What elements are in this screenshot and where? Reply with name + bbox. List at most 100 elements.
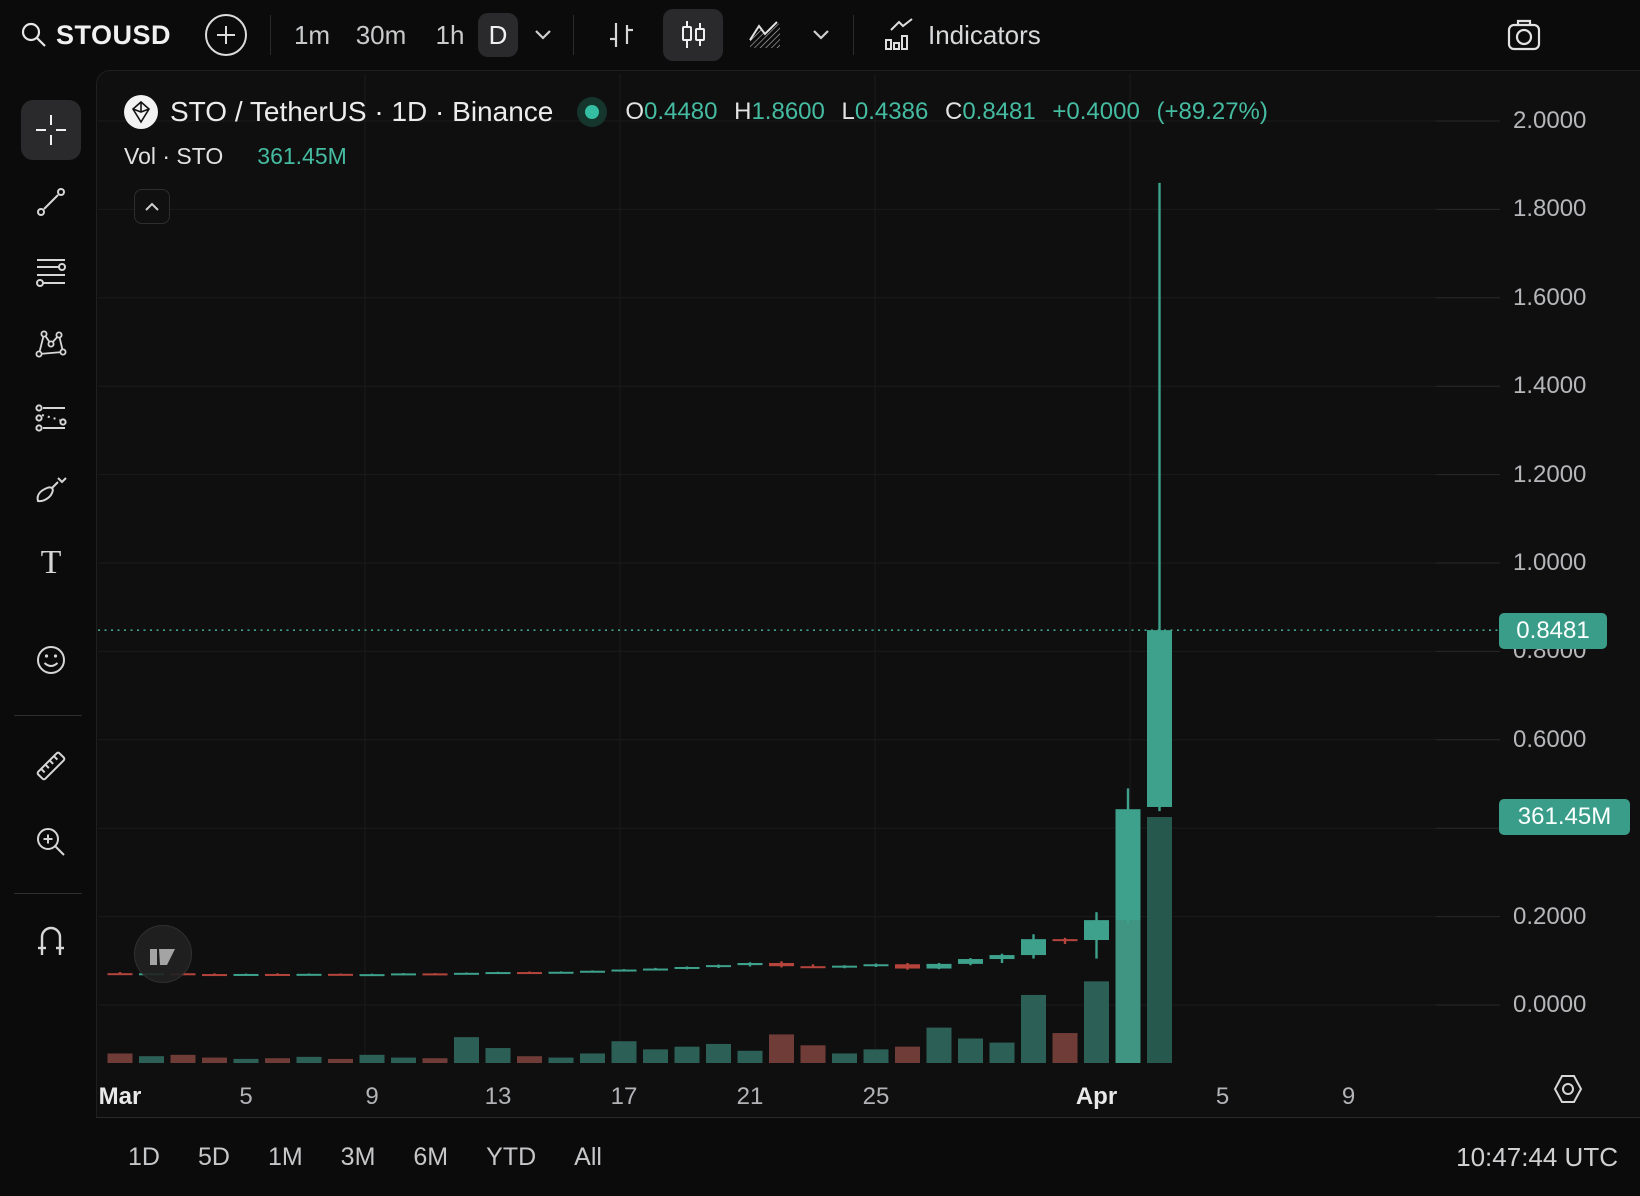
magnet-icon [38,926,64,955]
axis-settings-button[interactable] [1551,1073,1585,1110]
crosshair-icon [36,115,66,145]
chart-legend: STO / TetherUS · 1D · Binance O0.4480 H1… [124,90,1278,170]
ohlc-values: O0.4480 H1.8600 L0.4386 C0.8481 +0.4000 … [625,98,1278,126]
magnet-tool-button[interactable] [21,911,81,971]
legend-collapse-button[interactable] [134,189,170,224]
price-axis-label: 0.0000 [1513,991,1587,1018]
price-axis-label: 2.0000 [1513,107,1587,134]
price-axis-label: 0.2000 [1513,902,1587,930]
range-button-1d[interactable]: 1D [128,1143,160,1171]
timeframe-label: 1m [293,19,331,50]
chart-type-area-button[interactable] [742,0,788,70]
zoom-in-tool-button[interactable] [21,812,81,872]
indicators-button[interactable] [876,0,920,70]
time-axis-label[interactable]: 5 [1215,1083,1230,1110]
measure-tool-button[interactable] [21,736,81,796]
time-axis-label[interactable]: Apr [1075,1083,1118,1110]
hex-nut-icon [1553,1075,1583,1103]
time-axis-label[interactable]: 13 [484,1083,512,1110]
symbol-name[interactable]: STOUSD [56,0,171,70]
tradingview-watermark[interactable] [134,925,192,983]
open-label: O [625,98,645,125]
time-axis-label[interactable]: Mar [98,1083,142,1110]
crosshair-tool-button[interactable] [21,100,81,160]
bars-chart-icon [610,23,633,47]
trend-line-icon [37,188,65,216]
brush-icon [36,477,67,503]
indicators-icon [885,18,913,50]
plus-circle-icon [205,14,247,56]
price-axis-label: 1.2000 [1513,460,1587,488]
high-value: 1.8600 [751,98,825,125]
ruler-icon [36,751,66,781]
chart-type-bars-button[interactable] [596,0,646,70]
symbol-logo [124,95,158,129]
price-axis-label: 1.0000 [1513,549,1587,576]
time-axis-label[interactable]: 5 [239,1083,253,1110]
timeframe-1m-button[interactable]: 1m [288,0,336,70]
volume-value: 361.45M [257,143,347,169]
range-button-6m[interactable]: 6M [413,1143,449,1171]
range-button-1m[interactable]: 1M [267,1143,303,1171]
volume-badge: 361.45M [1499,799,1630,835]
text-icon: T [41,544,62,580]
toolbar-divider [14,715,82,716]
timeframe-label: D [488,19,508,50]
fib-retracement-tool-button[interactable] [21,242,81,302]
chart-pane [96,70,1640,1196]
symbol-text: STOUSD [56,19,172,50]
range-button-3m[interactable]: 3M [340,1143,376,1171]
price-axis-label: 0.6000 [1513,725,1587,753]
open-value: 0.4480 [644,98,718,125]
market-open-dot [585,105,600,119]
chevron-down-icon [813,30,829,40]
bottom-toolbar: 1D 5D 1M 3M 6M YTD All 10:47:44 UTC [96,1117,1640,1196]
tradingview-logo-icon [150,949,175,965]
legend-title[interactable]: STO / TetherUS · 1D · Binance [170,96,554,127]
time-axis-label[interactable]: 25 [862,1083,890,1110]
date-range-buttons: 1D 5D 1M 3M 6M YTD All [128,1118,602,1196]
trend-line-tool-button[interactable] [21,172,81,232]
emoji-tool-button[interactable] [21,630,81,690]
toolbar-divider [14,893,82,894]
timeframe-D-button-active[interactable]: D [478,13,518,57]
gem-logo-icon [131,100,151,124]
range-button-5d[interactable]: 5D [197,1143,230,1171]
change-value: +0.4000 [1052,98,1140,125]
brush-tool-button[interactable] [21,460,81,520]
time-axis-label[interactable]: 17 [610,1083,638,1110]
low-value: 0.4386 [854,98,929,125]
chart-type-candles-button-active[interactable] [663,9,723,61]
smiley-icon [37,646,65,674]
time-axis-label[interactable]: 21 [736,1083,764,1110]
close-value: 0.8481 [962,98,1036,125]
chart-type-menu-button[interactable] [806,0,836,70]
timeframe-1h-button[interactable]: 1h [426,0,474,70]
svg-text:T: T [41,544,62,580]
timeframe-30m-button[interactable]: 30m [350,0,412,70]
snapshot-button[interactable] [1502,0,1546,70]
horizontal-lines-icon [36,259,66,287]
text-tool-button[interactable]: T [21,532,81,592]
candlestick-chart-icon [682,21,705,48]
pattern-tool-button[interactable] [21,314,81,374]
time-axis-label[interactable]: 9 [1341,1083,1356,1110]
projection-tool-button[interactable] [21,388,81,448]
market-status-indicator[interactable] [577,97,608,127]
drawing-toolbar: T [0,70,96,1196]
time-axis-label[interactable]: 9 [365,1083,379,1110]
price-axis-label: 1.4000 [1513,372,1587,400]
timeframe-label: 30m [355,19,407,50]
chevron-down-icon [535,30,551,40]
indicators-label: Indicators [928,19,1041,50]
symbol-search-button[interactable] [18,0,50,70]
indicators-button-label[interactable]: Indicators [928,0,1041,70]
range-button-ytd[interactable]: YTD [486,1143,537,1171]
area-chart-icon [749,21,780,48]
range-button-all[interactable]: All [574,1143,602,1171]
clock-utc[interactable]: 10:47:44 UTC [1456,1142,1618,1172]
compare-add-button[interactable] [203,0,249,70]
timeframe-menu-button[interactable] [528,0,558,70]
top-toolbar: STOUSD 1m 30m 1h D [0,0,1640,70]
